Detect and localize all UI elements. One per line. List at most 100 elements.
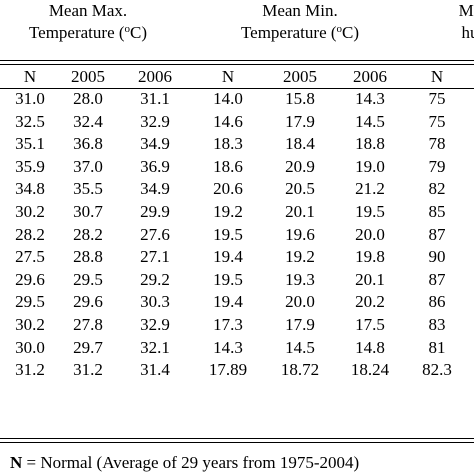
cell: 86 — [428, 292, 446, 312]
footnote-key: N — [10, 453, 23, 472]
cell: 19.5 — [355, 202, 385, 221]
cell: 34.9 — [140, 134, 170, 154]
cell: 27.5 — [15, 247, 45, 267]
cell: 30.3 — [140, 292, 170, 312]
group-subtitle: hu — [462, 24, 474, 41]
cell: 30.0 — [15, 337, 45, 357]
cell: 20.6 — [213, 179, 243, 199]
cell: 78 — [428, 134, 446, 154]
group-subtitle: Temperature (oC) — [240, 23, 360, 42]
cell: 29.6 — [73, 292, 103, 312]
cell: 35.9 — [15, 156, 45, 176]
cell: 18.8 — [355, 134, 385, 154]
cell: 21.2 — [355, 179, 385, 199]
superscript: o — [124, 23, 131, 35]
cell: 14.5 — [285, 337, 315, 357]
cell: 28.2 — [73, 224, 103, 244]
subtitle-text: Temperature ( — [240, 23, 337, 42]
cell: 19.6 — [285, 224, 315, 244]
cell: 30.2 — [15, 315, 45, 334]
cell: 31.0 — [15, 89, 45, 108]
cell: 35.1 — [15, 134, 45, 154]
cell: 36.8 — [73, 134, 103, 154]
cell: 30.7 — [73, 202, 103, 221]
cell: 87 — [428, 224, 446, 244]
cell: 87 — [428, 269, 446, 289]
subtitle-text: C) — [130, 23, 148, 42]
subtitle-text: hu — [461, 23, 474, 42]
cell: 27.8 — [73, 315, 103, 334]
cell: 20.2 — [355, 292, 385, 312]
cell: 20.5 — [285, 179, 315, 199]
cell: 79 — [428, 156, 446, 176]
cell: 17.89 — [208, 360, 248, 380]
column-header: 2006 — [353, 67, 387, 86]
cell: 20.1 — [355, 269, 385, 289]
cell: 32.9 — [140, 111, 170, 131]
cell: 32.1 — [140, 337, 170, 357]
footnote-text: = Normal (Average of 29 years from 1975-… — [22, 453, 360, 472]
column-header: 2006 — [138, 67, 172, 86]
group-subtitle: Temperature (oC) — [28, 23, 148, 42]
cell: 28.2 — [15, 224, 45, 244]
subtitle-text: C) — [342, 23, 360, 42]
cell: 34.9 — [140, 179, 170, 199]
cell: 75 — [428, 111, 446, 131]
cell: 19.8 — [355, 247, 385, 267]
cell: 29.5 — [73, 269, 103, 289]
cell: 29.6 — [15, 269, 45, 289]
rule — [0, 88, 474, 89]
cell: 31.4 — [140, 360, 170, 380]
cell: 32.4 — [73, 111, 103, 131]
cell: 17.9 — [285, 315, 315, 334]
cell: 19.2 — [285, 247, 315, 267]
cell: 20.1 — [285, 202, 315, 221]
rule — [0, 442, 474, 443]
cell: 29.2 — [140, 269, 170, 289]
cell: 14.5 — [355, 111, 385, 131]
cell: 82 — [428, 179, 446, 199]
cell: 29.7 — [73, 337, 103, 357]
cell: 29.9 — [140, 202, 170, 221]
cell: 30.2 — [15, 202, 45, 221]
cell: 35.5 — [73, 179, 103, 199]
cell: 18.3 — [213, 134, 243, 154]
rule — [0, 438, 474, 439]
cell: 36.9 — [140, 156, 170, 176]
cell: 28.8 — [73, 247, 103, 267]
cell: 19.5 — [213, 269, 243, 289]
group-title: Mean Min. — [262, 1, 338, 20]
cell: 20.0 — [355, 224, 385, 244]
column-header: N — [23, 67, 37, 86]
superscript: o — [336, 23, 343, 35]
cell: 14.8 — [355, 337, 385, 357]
cell: 19.4 — [213, 247, 243, 267]
subtitle-text: Temperature ( — [28, 23, 125, 42]
group-title: Me — [458, 1, 474, 20]
cell: 83 — [428, 315, 446, 334]
column-header: N — [430, 67, 444, 86]
cell: 85 — [428, 202, 446, 221]
cell: 34.8 — [15, 179, 45, 199]
footnote: N = Normal (Average of 29 years from 197… — [10, 453, 359, 473]
cell: 14.3 — [355, 89, 385, 108]
cell: 14.3 — [213, 337, 243, 357]
cell: 82.3 — [422, 360, 452, 380]
cell: 31.1 — [140, 89, 170, 108]
cell: 18.24 — [350, 360, 390, 380]
column-header: N — [221, 67, 235, 86]
cell: 28.0 — [73, 89, 103, 108]
cell: 14.0 — [213, 89, 243, 108]
cell: 29.5 — [15, 292, 45, 312]
cell: 19.4 — [213, 292, 243, 312]
column-header: 2005 — [283, 67, 317, 86]
cell: 31.2 — [15, 360, 45, 380]
cell: 32.9 — [140, 315, 170, 334]
cell: 18.4 — [285, 134, 315, 154]
column-header: 2005 — [71, 67, 105, 86]
cell: 75 — [428, 89, 446, 108]
cell: 19.5 — [213, 224, 243, 244]
cell: 32.5 — [15, 111, 45, 131]
cell: 18.6 — [213, 156, 243, 176]
